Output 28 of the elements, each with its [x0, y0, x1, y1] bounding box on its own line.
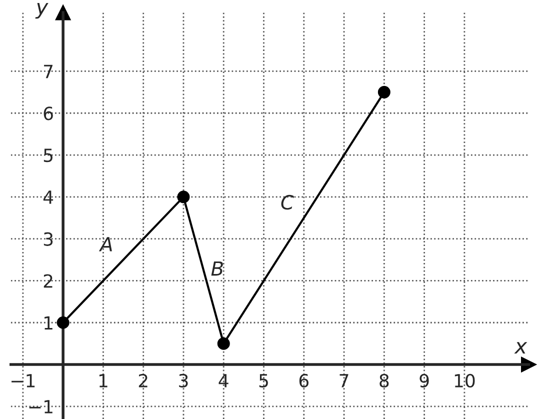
x-tick-label: 2: [138, 374, 148, 388]
x-tick-label: 5: [259, 374, 268, 388]
x-tick-label: 7: [340, 374, 348, 388]
point: [177, 190, 190, 204]
x-tick-label: 4: [218, 374, 228, 388]
x-axis-title: x: [514, 342, 528, 354]
point: [378, 86, 390, 98]
y-tick-label: 7: [44, 64, 53, 78]
x-tick-label: 9: [420, 374, 429, 388]
y-tick-label: 1: [44, 316, 52, 330]
y-tick-label: 3: [44, 232, 53, 246]
x-tick-label: 8: [380, 374, 389, 388]
point: [56, 316, 70, 329]
annotation: C: [281, 194, 294, 210]
x-tick-label: −1: [12, 374, 35, 388]
annotation: A: [98, 237, 112, 252]
annotation: B: [211, 261, 223, 276]
y-axis-title: y: [35, 2, 48, 19]
point: [217, 337, 230, 350]
x-tick-label: 3: [179, 374, 188, 388]
y-tick-label: 4: [43, 190, 54, 204]
x-tick-label: 1: [99, 374, 108, 388]
x-tick-label: 10: [454, 374, 475, 388]
x-tick-label: 6: [299, 374, 308, 388]
y-tick-label: −1: [29, 400, 52, 414]
y-tick-label: 6: [44, 106, 53, 120]
y-tick-label: 2: [44, 274, 52, 288]
y-tick-label: 5: [44, 148, 52, 162]
